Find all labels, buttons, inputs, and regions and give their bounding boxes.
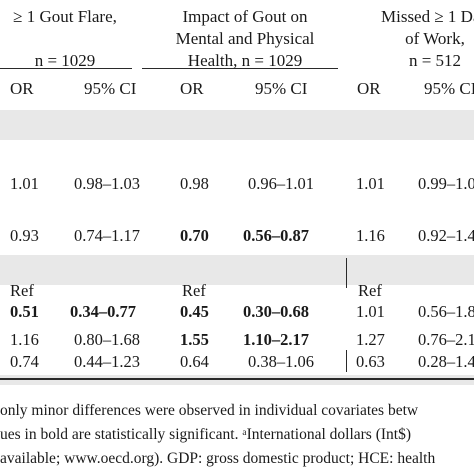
header-missed-line3: n = 512: [408, 51, 462, 70]
table-cell: 0.74–1.17: [74, 226, 140, 245]
table-cell: 1.01: [356, 174, 385, 193]
column-separator: [346, 258, 347, 288]
table-cell: 0.64: [180, 352, 209, 371]
shaded-band-middle: [0, 255, 474, 285]
table-cell: 0.93: [10, 226, 39, 245]
subheader-ci-3: 95% CI: [424, 79, 474, 98]
subheader-ci-1: 95% CI: [84, 79, 137, 98]
table-cell-significant: 0.51: [10, 302, 39, 321]
table-cell: 1.01: [356, 302, 385, 321]
table-cell: 0.76–2.1: [418, 330, 474, 349]
table-cell: 0.38–1.06: [248, 352, 314, 371]
header-rule-col1: [0, 68, 132, 69]
header-impact-line1: Impact of Gout on: [182, 7, 308, 26]
header-impact-line3: Health, n = 1029: [187, 51, 303, 70]
table-cell: Ref: [358, 281, 382, 300]
table-cell: 0.99–1.0: [418, 174, 474, 193]
table-cell: Ref: [10, 281, 34, 300]
subheader-or-1: OR: [10, 79, 34, 98]
header-impact-of-gout: Impact of Gout on Mental and Physical He…: [160, 6, 330, 72]
table-cell: 0.44–1.23: [74, 352, 140, 371]
shaded-band-bottom: [0, 375, 474, 385]
table-cell: 0.96–1.01: [248, 174, 314, 193]
table-cell: 0.92–1.4: [418, 226, 474, 245]
header-missed-line1: Missed ≥ 1 Day: [380, 7, 474, 26]
header-gout-flare: ≥ 1 Gout Flare, n = 1029: [0, 6, 150, 72]
table-cell-significant: 0.34–0.77: [70, 302, 136, 321]
subheader-or-2: OR: [180, 79, 204, 98]
table-cell: 0.98–1.03: [74, 174, 140, 193]
header-missed-line2: of Work,: [405, 29, 465, 48]
table-cell: 0.74: [10, 352, 39, 371]
table-cell-significant: 1.10–2.17: [243, 330, 309, 349]
table-cell-significant: 0.45: [180, 302, 209, 321]
table-cell: 1.01: [10, 174, 39, 193]
table-cell: Ref: [182, 281, 206, 300]
table-cell-significant: 1.55: [180, 330, 209, 349]
footnote-line-3: available; www.oecd.org). GDP: gross dom…: [0, 450, 436, 467]
header-missed-work: Missed ≥ 1 Day of Work, n = 512: [350, 6, 474, 72]
header-impact-line2: Mental and Physical: [175, 29, 315, 48]
subheader-ci-2: 95% CI: [255, 79, 308, 98]
table-cell: 0.28–1.4: [418, 352, 474, 371]
table-cell-significant: 0.30–0.68: [243, 302, 309, 321]
table-cell: 1.27: [356, 330, 385, 349]
footnote-line-1: only minor differences were observed in …: [0, 402, 419, 419]
table-cell: 0.63: [356, 352, 385, 371]
table-cell: 1.16: [356, 226, 385, 245]
column-separator-lower: [346, 350, 347, 372]
table-cell: 0.98: [180, 174, 209, 193]
table-bottom-rule: [0, 378, 474, 380]
shaded-band-top: [0, 110, 474, 140]
subheader-or-3: OR: [357, 79, 381, 98]
footnote-line-2: ues in bold are statistically significan…: [0, 426, 411, 443]
table-cell: 1.16: [10, 330, 39, 349]
table-cell: 0.80–1.68: [74, 330, 140, 349]
header-gout-flare-line2: n = 1029: [34, 51, 96, 70]
header-gout-flare-line1: ≥ 1 Gout Flare,: [13, 7, 117, 26]
header-rule-col2: [142, 68, 338, 69]
table-cell-significant: 0.56–0.87: [243, 226, 309, 245]
table-cell: 0.56–1.8: [418, 302, 474, 321]
table-cell-significant: 0.70: [180, 226, 209, 245]
